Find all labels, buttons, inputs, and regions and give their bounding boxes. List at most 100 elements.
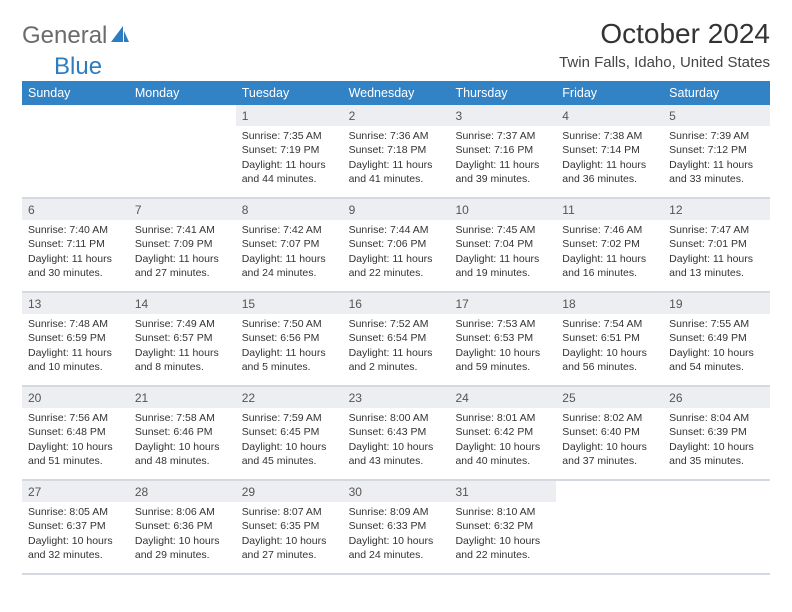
daylight-text: Daylight: 11 hours and 24 minutes. — [242, 252, 337, 280]
calendar-header-cell: Sunday — [22, 81, 129, 105]
daylight-text: Daylight: 11 hours and 30 minutes. — [28, 252, 123, 280]
day-content: Sunrise: 7:53 AMSunset: 6:53 PMDaylight:… — [449, 314, 556, 378]
sunset-text: Sunset: 6:45 PM — [242, 425, 337, 439]
sunset-text: Sunset: 6:39 PM — [669, 425, 764, 439]
calendar-cell: 3Sunrise: 7:37 AMSunset: 7:16 PMDaylight… — [449, 105, 556, 197]
brand-part2: Blue — [54, 53, 102, 81]
day-content: Sunrise: 8:10 AMSunset: 6:32 PMDaylight:… — [449, 502, 556, 566]
sunrise-text: Sunrise: 7:38 AM — [562, 129, 657, 143]
day-content: Sunrise: 8:01 AMSunset: 6:42 PMDaylight:… — [449, 408, 556, 472]
day-content: Sunrise: 7:59 AMSunset: 6:45 PMDaylight:… — [236, 408, 343, 472]
day-content: Sunrise: 7:45 AMSunset: 7:04 PMDaylight:… — [449, 220, 556, 284]
day-number: 21 — [129, 387, 236, 408]
sunset-text: Sunset: 7:18 PM — [349, 143, 444, 157]
sunrise-text: Sunrise: 8:01 AM — [455, 411, 550, 425]
daylight-text: Daylight: 10 hours and 27 minutes. — [242, 534, 337, 562]
calendar-cell: 11Sunrise: 7:46 AMSunset: 7:02 PMDayligh… — [556, 199, 663, 291]
daylight-text: Daylight: 11 hours and 22 minutes. — [349, 252, 444, 280]
daylight-text: Daylight: 11 hours and 19 minutes. — [455, 252, 550, 280]
calendar-cell-empty — [556, 481, 663, 573]
day-content: Sunrise: 8:02 AMSunset: 6:40 PMDaylight:… — [556, 408, 663, 472]
sunrise-text: Sunrise: 7:41 AM — [135, 223, 230, 237]
day-content: Sunrise: 7:38 AMSunset: 7:14 PMDaylight:… — [556, 126, 663, 190]
daylight-text: Daylight: 10 hours and 51 minutes. — [28, 440, 123, 468]
month-title: October 2024 — [559, 18, 770, 50]
sunrise-text: Sunrise: 7:44 AM — [349, 223, 444, 237]
day-number: 18 — [556, 293, 663, 314]
day-content: Sunrise: 8:09 AMSunset: 6:33 PMDaylight:… — [343, 502, 450, 566]
calendar-cell: 5Sunrise: 7:39 AMSunset: 7:12 PMDaylight… — [663, 105, 770, 197]
day-content: Sunrise: 7:50 AMSunset: 6:56 PMDaylight:… — [236, 314, 343, 378]
calendar-cell: 10Sunrise: 7:45 AMSunset: 7:04 PMDayligh… — [449, 199, 556, 291]
sunset-text: Sunset: 6:49 PM — [669, 331, 764, 345]
calendar-row: 1Sunrise: 7:35 AMSunset: 7:19 PMDaylight… — [22, 105, 770, 199]
day-number: 27 — [22, 481, 129, 502]
calendar-cell: 20Sunrise: 7:56 AMSunset: 6:48 PMDayligh… — [22, 387, 129, 479]
sunrise-text: Sunrise: 7:39 AM — [669, 129, 764, 143]
calendar-header-row: SundayMondayTuesdayWednesdayThursdayFrid… — [22, 81, 770, 105]
day-number: 17 — [449, 293, 556, 314]
day-number: 30 — [343, 481, 450, 502]
calendar-header-cell: Thursday — [449, 81, 556, 105]
day-number: 22 — [236, 387, 343, 408]
sunset-text: Sunset: 7:09 PM — [135, 237, 230, 251]
day-content: Sunrise: 7:40 AMSunset: 7:11 PMDaylight:… — [22, 220, 129, 284]
sunset-text: Sunset: 6:46 PM — [135, 425, 230, 439]
day-number: 11 — [556, 199, 663, 220]
calendar-cell: 9Sunrise: 7:44 AMSunset: 7:06 PMDaylight… — [343, 199, 450, 291]
title-block: October 2024 Twin Falls, Idaho, United S… — [559, 18, 770, 71]
sunrise-text: Sunrise: 7:35 AM — [242, 129, 337, 143]
day-content: Sunrise: 8:05 AMSunset: 6:37 PMDaylight:… — [22, 502, 129, 566]
sunrise-text: Sunrise: 7:59 AM — [242, 411, 337, 425]
day-content: Sunrise: 8:00 AMSunset: 6:43 PMDaylight:… — [343, 408, 450, 472]
calendar-cell: 18Sunrise: 7:54 AMSunset: 6:51 PMDayligh… — [556, 293, 663, 385]
day-number: 25 — [556, 387, 663, 408]
sunset-text: Sunset: 7:14 PM — [562, 143, 657, 157]
daylight-text: Daylight: 11 hours and 16 minutes. — [562, 252, 657, 280]
calendar-cell: 29Sunrise: 8:07 AMSunset: 6:35 PMDayligh… — [236, 481, 343, 573]
daylight-text: Daylight: 11 hours and 41 minutes. — [349, 158, 444, 186]
day-number: 13 — [22, 293, 129, 314]
daylight-text: Daylight: 10 hours and 24 minutes. — [349, 534, 444, 562]
day-content: Sunrise: 7:36 AMSunset: 7:18 PMDaylight:… — [343, 126, 450, 190]
day-content: Sunrise: 7:48 AMSunset: 6:59 PMDaylight:… — [22, 314, 129, 378]
daylight-text: Daylight: 11 hours and 8 minutes. — [135, 346, 230, 374]
day-number: 5 — [663, 105, 770, 126]
sunset-text: Sunset: 6:33 PM — [349, 519, 444, 533]
sunset-text: Sunset: 6:35 PM — [242, 519, 337, 533]
day-number: 9 — [343, 199, 450, 220]
calendar-header-cell: Saturday — [663, 81, 770, 105]
day-content: Sunrise: 7:49 AMSunset: 6:57 PMDaylight:… — [129, 314, 236, 378]
calendar-cell: 4Sunrise: 7:38 AMSunset: 7:14 PMDaylight… — [556, 105, 663, 197]
sunset-text: Sunset: 6:36 PM — [135, 519, 230, 533]
day-content: Sunrise: 7:55 AMSunset: 6:49 PMDaylight:… — [663, 314, 770, 378]
sunrise-text: Sunrise: 7:48 AM — [28, 317, 123, 331]
sunset-text: Sunset: 7:19 PM — [242, 143, 337, 157]
calendar-cell: 7Sunrise: 7:41 AMSunset: 7:09 PMDaylight… — [129, 199, 236, 291]
sunset-text: Sunset: 6:43 PM — [349, 425, 444, 439]
brand-logo: General — [22, 22, 130, 50]
calendar-cell-empty — [129, 105, 236, 197]
day-content: Sunrise: 8:07 AMSunset: 6:35 PMDaylight:… — [236, 502, 343, 566]
daylight-text: Daylight: 11 hours and 10 minutes. — [28, 346, 123, 374]
sunset-text: Sunset: 6:37 PM — [28, 519, 123, 533]
day-number: 29 — [236, 481, 343, 502]
calendar-row: 6Sunrise: 7:40 AMSunset: 7:11 PMDaylight… — [22, 199, 770, 293]
day-content: Sunrise: 7:37 AMSunset: 7:16 PMDaylight:… — [449, 126, 556, 190]
day-number: 23 — [343, 387, 450, 408]
day-number: 6 — [22, 199, 129, 220]
sunrise-text: Sunrise: 8:10 AM — [455, 505, 550, 519]
calendar-cell: 30Sunrise: 8:09 AMSunset: 6:33 PMDayligh… — [343, 481, 450, 573]
sunrise-text: Sunrise: 7:42 AM — [242, 223, 337, 237]
calendar-cell: 19Sunrise: 7:55 AMSunset: 6:49 PMDayligh… — [663, 293, 770, 385]
daylight-text: Daylight: 10 hours and 59 minutes. — [455, 346, 550, 374]
calendar-cell-empty — [22, 105, 129, 197]
daylight-text: Daylight: 10 hours and 29 minutes. — [135, 534, 230, 562]
day-content: Sunrise: 7:41 AMSunset: 7:09 PMDaylight:… — [129, 220, 236, 284]
sunrise-text: Sunrise: 7:49 AM — [135, 317, 230, 331]
day-content: Sunrise: 7:44 AMSunset: 7:06 PMDaylight:… — [343, 220, 450, 284]
day-number: 15 — [236, 293, 343, 314]
sunset-text: Sunset: 6:54 PM — [349, 331, 444, 345]
daylight-text: Daylight: 10 hours and 43 minutes. — [349, 440, 444, 468]
sunrise-text: Sunrise: 7:53 AM — [455, 317, 550, 331]
